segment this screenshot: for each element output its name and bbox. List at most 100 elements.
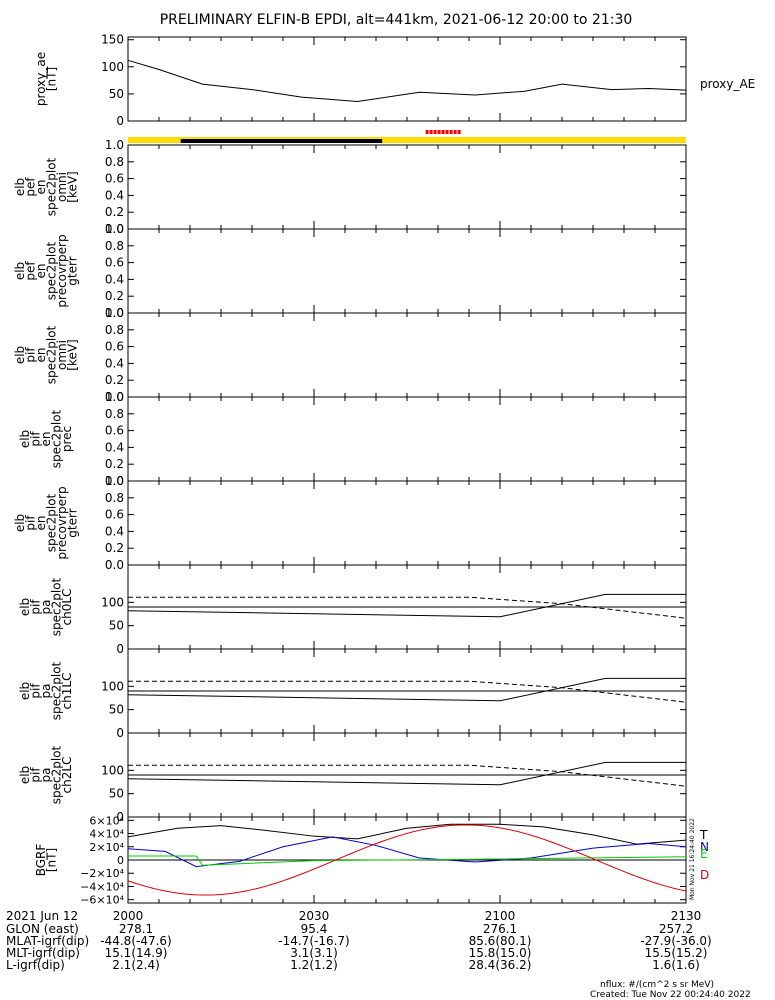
y-axis-label-line: pef (23, 261, 37, 281)
y-tick-label: 2×10⁴ (89, 841, 124, 854)
y-axis-label-line: spec2plot (50, 577, 64, 636)
series-D (127, 824, 687, 896)
y-tick-label: 1.0 (105, 390, 124, 404)
y-tick-label: 50 (109, 87, 124, 101)
y-axis-label-line: pif (29, 683, 43, 699)
y-axis-label-line: spec2plot (50, 745, 64, 804)
status-bar-red-tick (441, 130, 445, 134)
y-axis-label-line: spec2plot (50, 409, 64, 468)
y-axis-label-line: proxy_ae (34, 52, 48, 106)
y-tick-label: 100 (101, 595, 124, 609)
x-tick-label: 2130 (671, 909, 702, 923)
y-axis-label-line: pa (39, 768, 53, 783)
y-tick-label: 0.8 (105, 491, 124, 505)
series-line-1 (128, 764, 687, 787)
y-axis-label-line: BGRF (34, 844, 48, 877)
y-tick-label: 6×10⁴ (89, 814, 124, 827)
status-bar-red-tick (449, 130, 453, 134)
y-tick-label: 0.4 (105, 272, 124, 286)
y-tick-label: 0 (116, 114, 124, 128)
y-tick-label: 0 (116, 810, 124, 824)
ephemeris-date: 2021 Jun 12 (6, 909, 78, 923)
series-N (127, 836, 687, 868)
y-tick-label: 0.2 (105, 289, 124, 303)
y-axis-label-line: pif (29, 431, 43, 447)
y-axis-label-line: spec2plot (44, 241, 58, 300)
panel-frame (127, 228, 687, 314)
series-line-1 (128, 680, 687, 703)
y-tick-label: 0.6 (105, 256, 124, 270)
y-axis-label-line: precovrperp (55, 234, 69, 307)
series-line-0 (127, 677, 686, 702)
y-axis-label-line: [nT] (44, 848, 58, 872)
y-tick-label: −2×10⁴ (80, 867, 124, 880)
y-axis-label-line: elb (18, 682, 32, 700)
status-bar (128, 130, 686, 143)
y-tick-label: 100 (101, 60, 124, 74)
x-tick-label: 2000 (113, 909, 144, 923)
ephemeris-value: 2.1(2.4) (112, 958, 160, 972)
panel-elb_pif_en_spec2plot_precovrperp: 1.0 0.8 0.6 0.4 0.2 0.0 elbpifenspec2plotpreco… (13, 474, 687, 572)
status-bar-red-tick (425, 130, 429, 134)
y-axis-label-line: omni (55, 172, 69, 202)
y-tick-label: 50 (109, 619, 124, 633)
ephemeris-value: 1.2(1.2) (290, 958, 338, 972)
y-axis-label-line: precovrperp (55, 486, 69, 559)
ephemeris-value: 95.4 (301, 922, 328, 936)
series-line-0 (127, 761, 686, 786)
status-bar-red-tick (453, 130, 457, 134)
y-tick-label: 0.8 (105, 323, 124, 337)
ephemeris-row-label: L-igrf(dip) (6, 958, 65, 972)
y-axis-label-line: pa (39, 600, 53, 615)
y-tick-label: 0 (117, 854, 124, 867)
ephemeris-row-label: GLON (east) (6, 922, 79, 936)
y-tick-label: 0.8 (105, 155, 124, 169)
y-tick-label: 50 (109, 787, 124, 801)
timestamp-stamp: Mon Nov 21 16:24:40 2022 (689, 818, 696, 900)
y-axis-label-line: elb (18, 598, 32, 616)
y-tick-label: 1.0 (105, 138, 124, 152)
y-tick-label: 1.0 (105, 306, 124, 320)
y-tick-label: 0.2 (105, 205, 124, 219)
y-axis-label-line: pif (23, 515, 37, 531)
y-axis-label-line: elb (13, 346, 27, 364)
y-tick-label: 0.8 (105, 407, 124, 421)
proxy-ae-legend: proxy_AE (700, 77, 755, 91)
created-stamp: Created: Tue Nov 22 00:24:40 2022 (590, 990, 751, 1000)
panel-elb_pef_en_spec2plot_precovrperp: 1.0 0.8 0.6 0.4 0.2 0.0 elbpefenspec2plotpreco… (13, 222, 687, 320)
ephemeris-value: 28.4(36.2) (469, 958, 532, 972)
y-axis-label-line: pif (29, 599, 43, 615)
series-line-0 (127, 593, 686, 618)
y-tick-label: 0.4 (105, 524, 124, 538)
panel-proxy_ae: 150 100 50 0 proxy_ae[nT] (34, 33, 687, 128)
panel-frame (127, 312, 687, 398)
status-bar-red-tick (437, 130, 441, 134)
y-tick-label: 1.0 (105, 474, 124, 488)
panel-elb_pif_en_spec2plot_omni: 1.0 0.8 0.6 0.4 0.2 0.0 elbpifenspec2plotomni[… (13, 306, 687, 404)
x-tick-label: 2100 (485, 909, 516, 923)
ephemeris-table: 2021 Jun 12 2000 2030 2100 2130 GLON (east) 27… (6, 909, 712, 972)
y-tick-label: −4×10⁴ (80, 880, 124, 893)
y-tick-label: 50 (109, 703, 124, 717)
ephemeris-row-label: MLAT-igrf(dip) (6, 934, 89, 948)
panel-frame (127, 480, 687, 566)
y-tick-label: 0.4 (105, 188, 124, 202)
y-axis-label-line: ch0LC (60, 589, 74, 626)
y-tick-label: 0.0 (105, 306, 124, 320)
series-line-1 (128, 596, 687, 619)
y-tick-label: 0 (116, 642, 124, 656)
y-axis-label-line: en (39, 432, 53, 447)
panel-frame (127, 36, 687, 122)
y-tick-label: 0 (116, 726, 124, 740)
y-tick-label: 0.0 (105, 474, 124, 488)
y-tick-label: 0.4 (105, 440, 124, 454)
y-tick-label: 0.6 (105, 424, 124, 438)
nflux-units: nflux: #/(cm^2 s sr MeV) (600, 980, 714, 990)
legend-N: N (700, 840, 709, 854)
y-tick-label: 0.2 (105, 373, 124, 387)
y-tick-label: 1.0 (105, 222, 124, 236)
y-axis-label-line: gterr (65, 256, 79, 285)
